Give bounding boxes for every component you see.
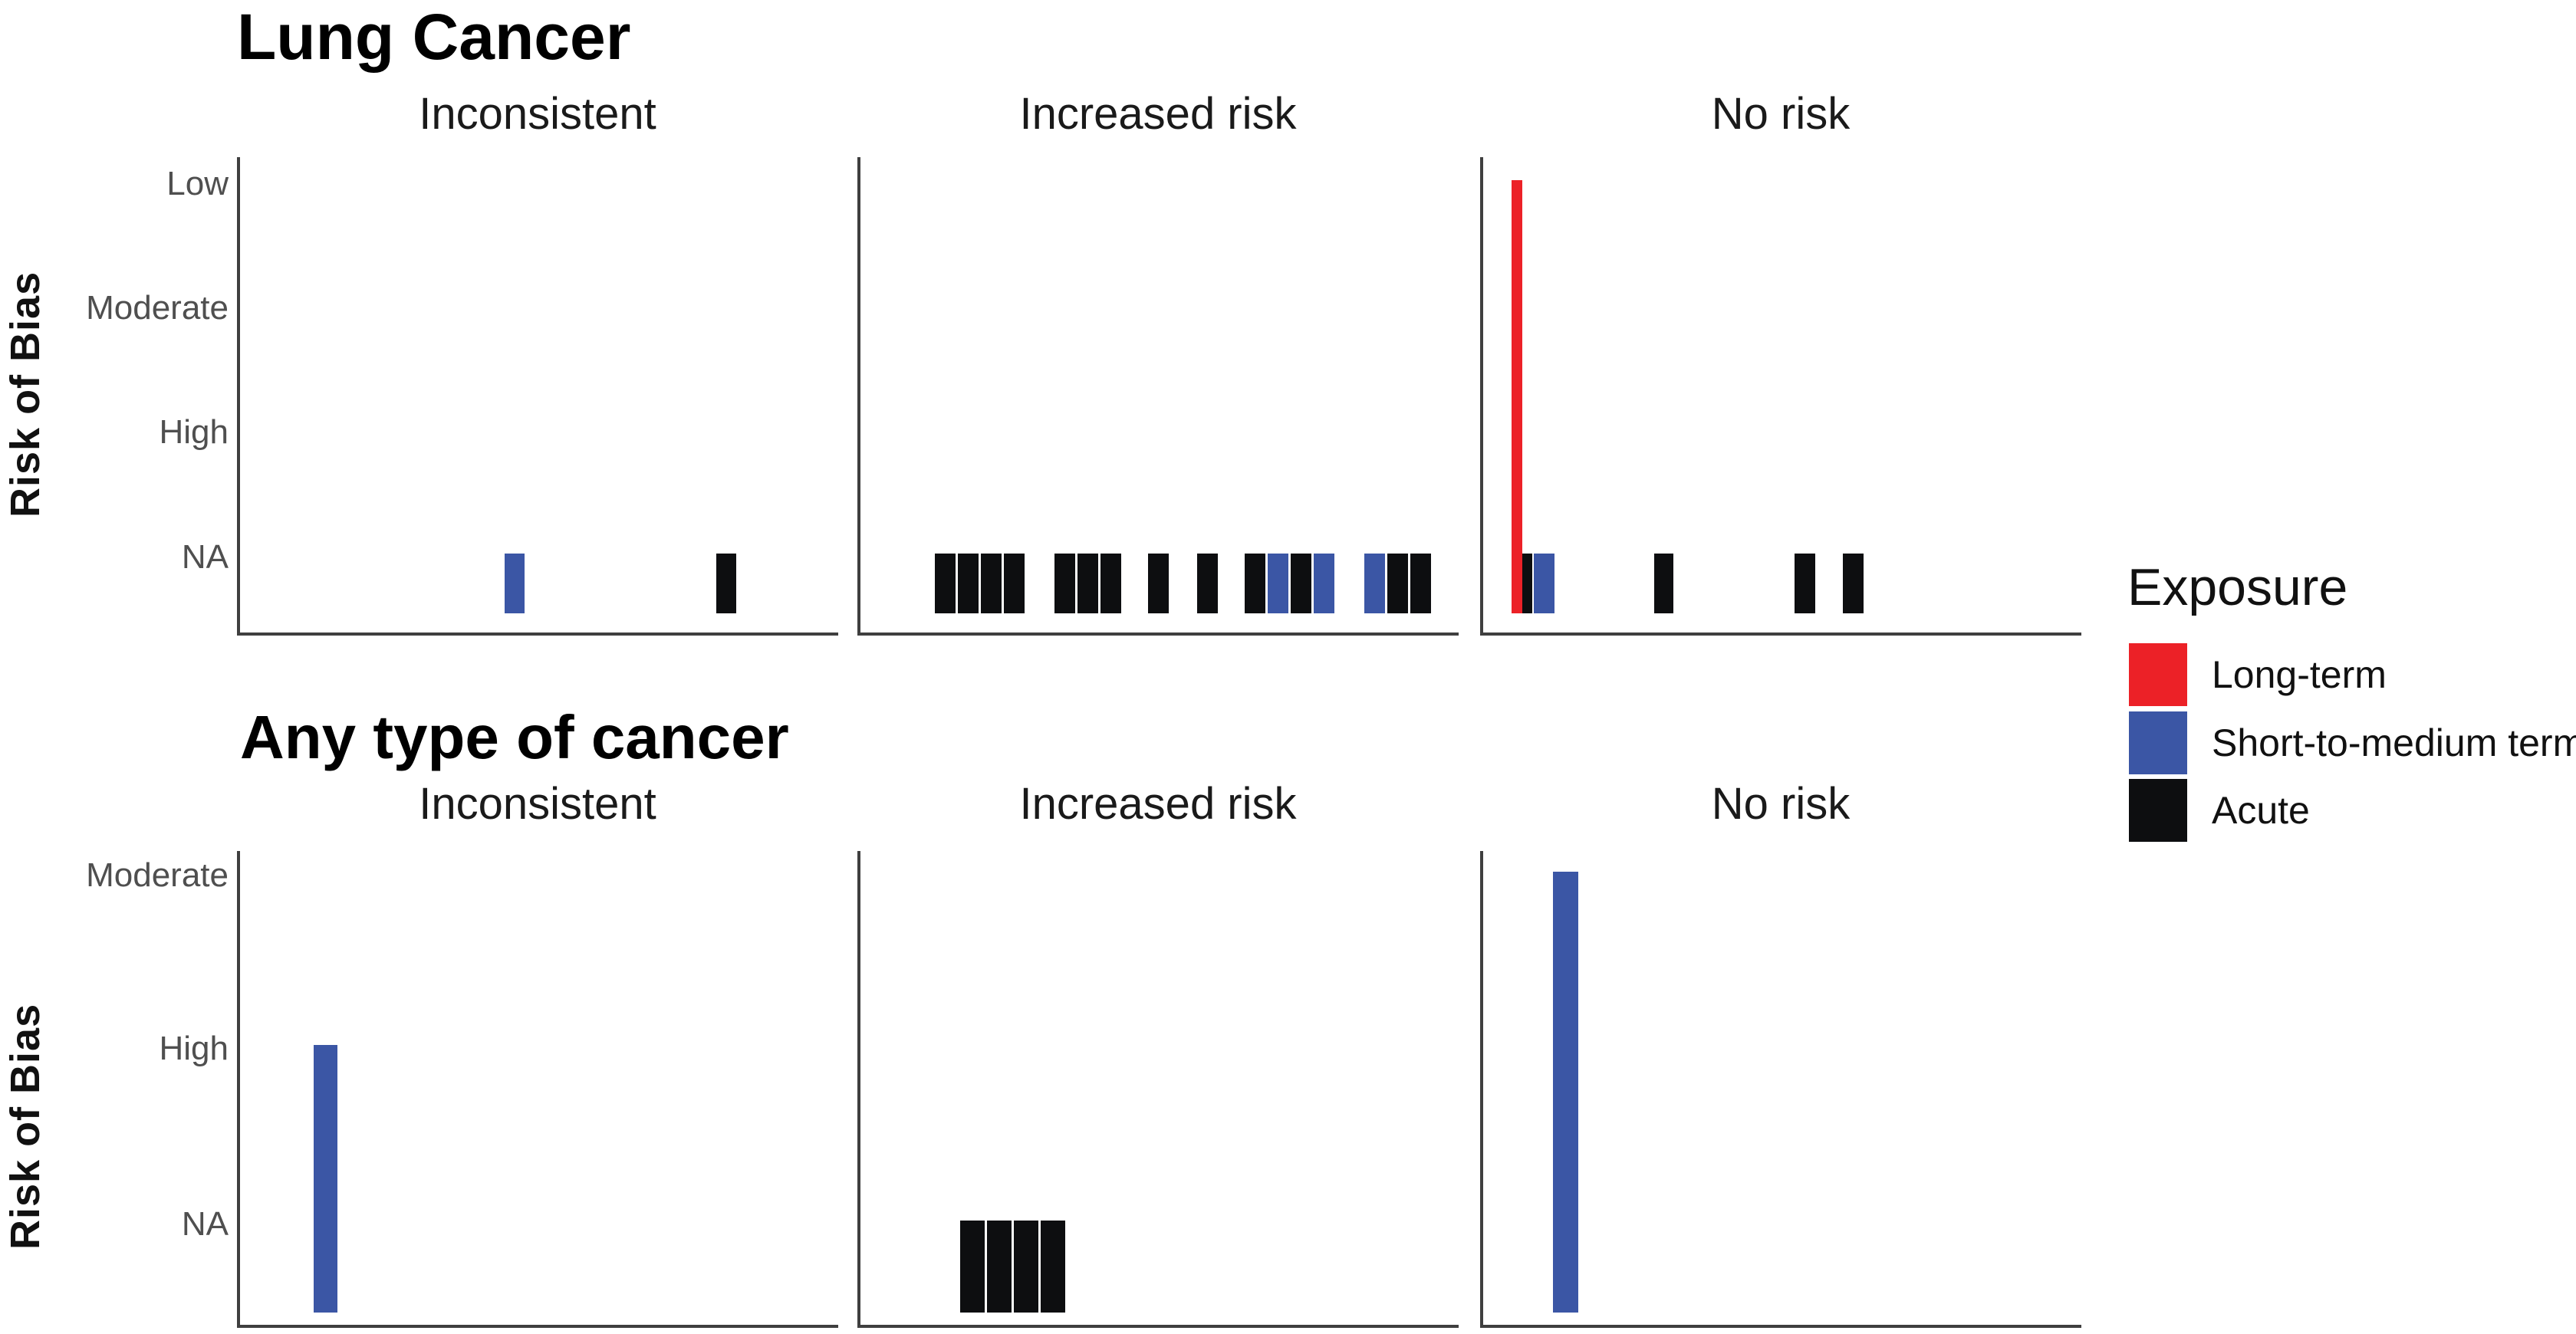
panel-y-axis [1480, 851, 1483, 1328]
bar [1654, 554, 1673, 613]
bar [1410, 554, 1431, 613]
bar [1553, 872, 1578, 1313]
facet-label-increased-risk-row1: Increased risk [1019, 89, 1297, 139]
panel-y-axis [237, 157, 240, 636]
bar [1100, 554, 1121, 613]
y-tick-label-moderate: Moderate [86, 856, 229, 894]
bar [1512, 180, 1522, 613]
legend-swatch-long-term-icon [2129, 643, 2187, 706]
bar [314, 1045, 337, 1313]
legend-label-long-term: Long-term [2212, 653, 2387, 696]
facet-label-no-risk-row2: No risk [1711, 779, 1851, 829]
legend-label-acute: Acute [2212, 789, 2310, 832]
legend-title: Exposure [2127, 558, 2348, 616]
bar [1268, 554, 1288, 613]
facet-label-no-risk-row1: No risk [1711, 89, 1851, 139]
panel-x-axis [857, 1325, 1459, 1328]
bar [1054, 554, 1075, 613]
bar [1245, 554, 1265, 613]
panel-y-axis [857, 851, 860, 1328]
y-tick-label-high: High [159, 1030, 229, 1067]
bar [981, 554, 1002, 613]
facet-label-increased-risk-row2: Increased risk [1019, 779, 1297, 829]
legend-swatch-acute-icon [2129, 779, 2187, 842]
legend-swatch-short-to-medium-icon [2129, 711, 2187, 774]
bar [1522, 554, 1532, 613]
panel-y-axis [857, 157, 860, 636]
bar [1291, 554, 1311, 613]
facet-label-inconsistent-row2: Inconsistent [419, 779, 656, 829]
bar [1387, 554, 1408, 613]
y-tick-label-high: High [159, 413, 229, 451]
y-axis-title-row1: Risk of Bias [2, 271, 48, 518]
facet-label-inconsistent-row1: Inconsistent [419, 89, 656, 139]
y-tick-label-low: Low [166, 165, 229, 202]
y-tick-label-moderate: Moderate [86, 289, 229, 327]
panel-y-axis [237, 851, 240, 1328]
bar [1148, 554, 1169, 613]
panel-x-axis [857, 632, 1459, 636]
bar [1004, 554, 1025, 613]
panel-x-axis [237, 1325, 838, 1328]
chart-title-lung-cancer: Lung Cancer [237, 1, 631, 73]
legend-label-short-to-medium: Short-to-medium term [2212, 721, 2576, 764]
bar [958, 554, 979, 613]
y-tick-label-na: NA [181, 1205, 229, 1243]
bar [716, 554, 736, 613]
bar [1314, 554, 1334, 613]
bar [1364, 554, 1385, 613]
bar [1014, 1221, 1038, 1313]
panel-x-axis [1480, 632, 2081, 636]
panel-x-axis [237, 632, 838, 636]
bar [1534, 554, 1554, 613]
bar [1795, 554, 1815, 613]
bar [935, 554, 956, 613]
bar [505, 554, 525, 613]
bar [987, 1221, 1012, 1313]
bar [960, 1221, 985, 1313]
chart-title-any-cancer: Any type of cancer [240, 703, 789, 771]
bar [1843, 554, 1864, 613]
bar [1197, 554, 1218, 613]
bar [1077, 554, 1098, 613]
bar [1041, 1221, 1065, 1313]
panel-y-axis [1480, 157, 1483, 636]
y-tick-label-na: NA [181, 538, 229, 576]
panel-x-axis [1480, 1325, 2081, 1328]
